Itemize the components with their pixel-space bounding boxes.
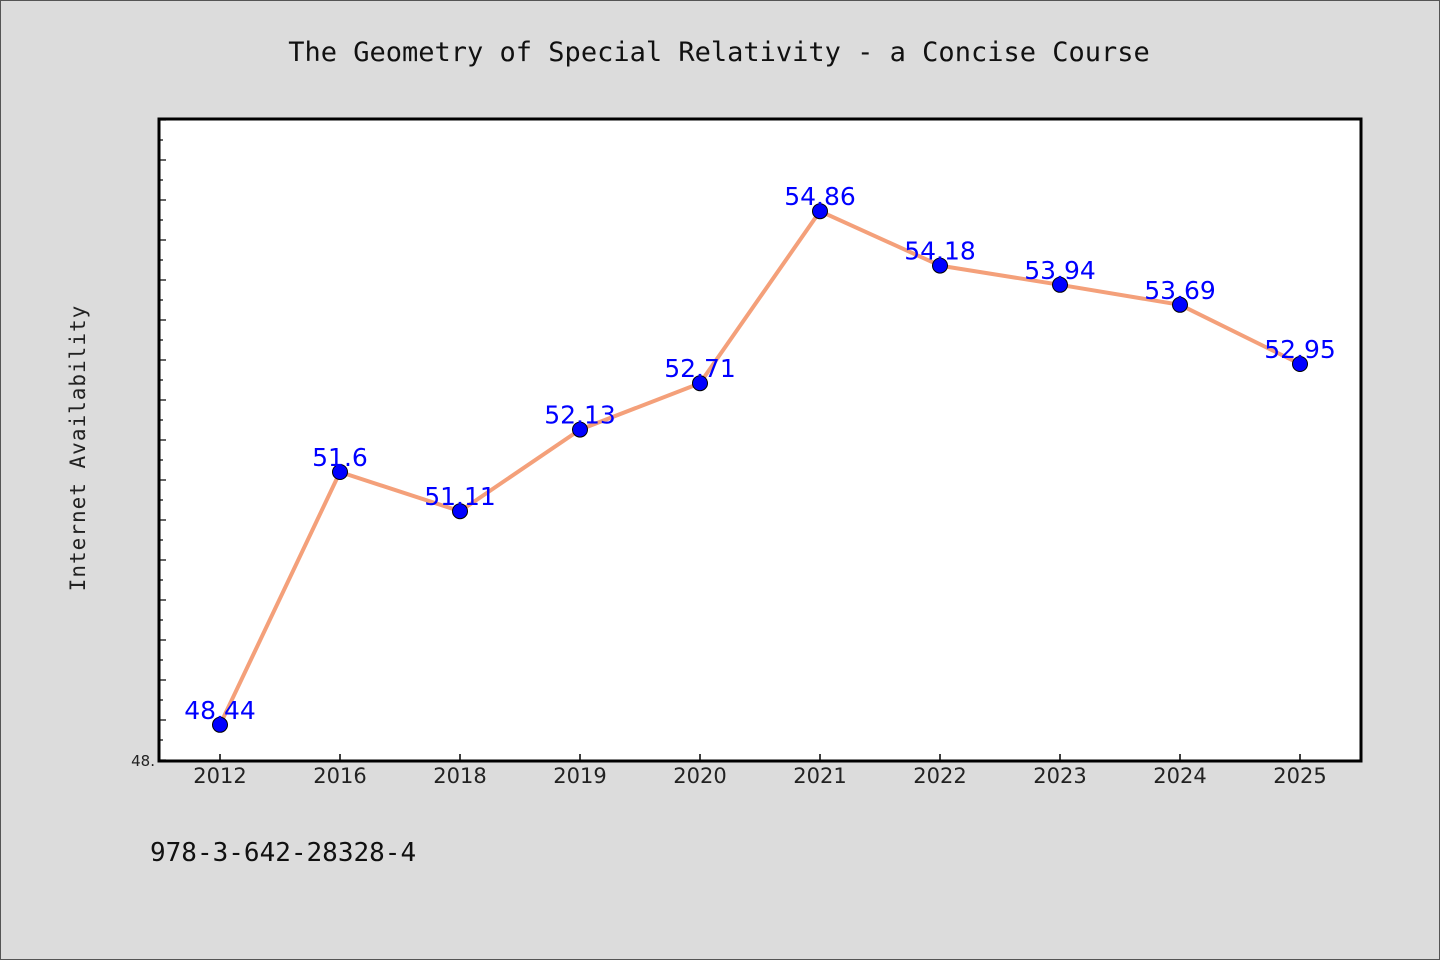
data-point — [812, 203, 828, 220]
x-tick-label: 2018 — [433, 764, 486, 788]
x-tick-label: 2021 — [793, 764, 846, 788]
x-tick-label: 2012 — [193, 764, 246, 788]
data-point — [332, 464, 348, 480]
y-axis-label: Internet Availability — [66, 305, 90, 592]
data-label: 53.69 — [1144, 276, 1216, 305]
data-point — [1052, 276, 1068, 293]
data-point — [452, 503, 468, 520]
data-label: 54.86 — [784, 182, 856, 211]
plot-area — [157, 117, 1363, 763]
x-tick-label: 2016 — [313, 764, 366, 788]
data-label: 53.94 — [1024, 256, 1096, 285]
series-line — [218, 209, 1302, 727]
data-markers — [212, 203, 1308, 733]
x-tick-label: 2020 — [673, 764, 726, 788]
data-point — [1292, 356, 1308, 372]
x-tick-label: 2025 — [1273, 764, 1326, 788]
series-line-group — [218, 209, 1302, 727]
data-label: 54.18 — [904, 237, 976, 266]
x-tick-label: 2024 — [1153, 764, 1206, 788]
data-label: 52.95 — [1264, 335, 1336, 364]
x-axis-ticks: 2012 2016 2018 2019 2020 2021 2022 2023 2024 2025 — [193, 754, 1327, 788]
data-label: 48.44 — [184, 696, 256, 725]
x-tick-label: 2023 — [1033, 764, 1086, 788]
data-point — [1172, 296, 1188, 313]
data-label: 52.71 — [664, 354, 736, 383]
data-label: 52.13 — [544, 401, 616, 430]
chart-title: The Geometry of Special Relativity - a C… — [288, 37, 1150, 68]
data-point — [692, 375, 708, 392]
data-label: 51.11 — [424, 482, 496, 511]
data-point — [572, 421, 588, 438]
data-labels: 48.44 51.6 51.11 52.13 52.71 54.86 54.18 53.94 5… — [184, 182, 1336, 725]
isbn-text: 978-3-642-28328-4 — [150, 838, 416, 868]
x-tick-label: 2019 — [553, 764, 606, 788]
x-tick-label: 2022 — [913, 764, 966, 788]
data-point — [212, 716, 228, 733]
y-axis-ticks — [160, 119, 166, 761]
y-tick-label: 48. — [131, 752, 155, 770]
data-point — [932, 257, 948, 274]
data-label: 51.6 — [312, 443, 368, 472]
